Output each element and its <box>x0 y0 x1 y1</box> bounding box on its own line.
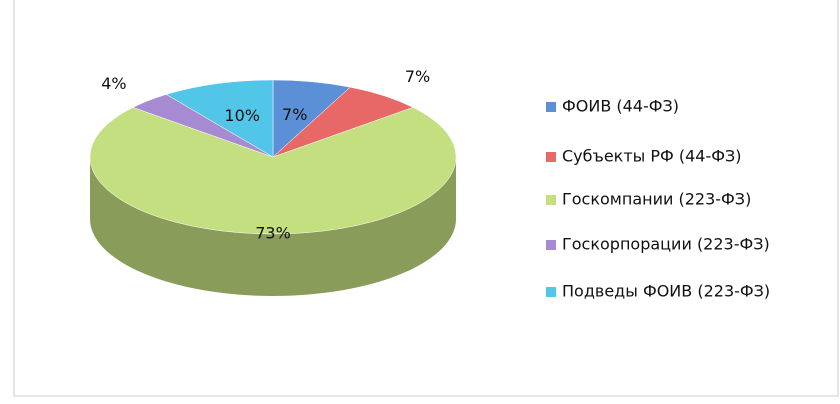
data-label: 10% <box>224 106 260 125</box>
data-label: 73% <box>255 224 291 243</box>
legend-label: ФОИВ (44-ФЗ) <box>562 97 679 116</box>
data-label: 4% <box>101 74 126 93</box>
legend-swatch <box>546 102 556 112</box>
legend-label: Госкорпорации (223-ФЗ) <box>562 235 770 254</box>
data-label: 7% <box>282 105 307 124</box>
pie-side <box>90 157 456 296</box>
legend-swatch <box>546 287 556 297</box>
pie-slice <box>89 107 457 235</box>
legend-label: Госкомпании (223-ФЗ) <box>562 190 751 209</box>
legend-label: Субъекты РФ (44-ФЗ) <box>562 147 742 166</box>
legend-label: Подведы ФОИВ (223-ФЗ) <box>562 282 770 301</box>
pie-slice <box>165 79 274 158</box>
legend-swatch <box>546 195 556 205</box>
frame <box>13 0 839 397</box>
data-label: 7% <box>405 67 430 86</box>
legend-swatch <box>546 152 556 162</box>
legend-swatch <box>546 240 556 250</box>
